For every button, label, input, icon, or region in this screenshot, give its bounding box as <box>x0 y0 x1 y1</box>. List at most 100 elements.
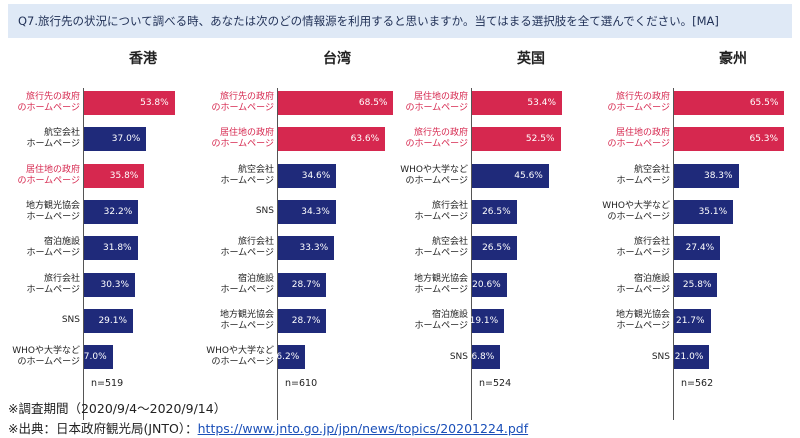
bar-row: 旅行会社 ホームページ 30.3% <box>8 272 204 298</box>
category-label-line: ホームページ <box>26 211 80 222</box>
category-label-line: SNS <box>449 351 468 362</box>
bar: 17.0% <box>78 345 113 370</box>
category-label-line: のホームページ <box>17 175 80 186</box>
value-label: 28.7% <box>291 279 321 290</box>
category-label-line: 旅行会社 <box>43 273 80 284</box>
bar: 25.8% <box>674 272 718 297</box>
bar: 28.7% <box>278 272 327 297</box>
panel-title: 台湾 <box>323 51 351 67</box>
bar-row: 宿泊施設 ホームページ 25.8% <box>598 272 794 298</box>
source-link[interactable]: https://www.jnto.go.jp/jpn/news/topics/2… <box>197 421 529 436</box>
y-axis-line <box>277 88 278 420</box>
source-prefix: ※出典：日本政府観光局(JNTO）： <box>8 421 198 436</box>
category-label-line: のホームページ <box>607 139 670 150</box>
bar-row: 居住地の政府 のホームページ 35.8% <box>8 163 204 189</box>
category-label-line: SNS <box>255 206 274 217</box>
bar: 63.6% <box>278 127 386 152</box>
bar-row: WHOや大学など のホームページ 16.2% <box>202 344 398 370</box>
bar-row: 地方観光協会 ホームページ 32.2% <box>8 199 204 225</box>
bar: 65.3% <box>674 127 785 152</box>
sample-size-label: n=519 <box>91 378 124 389</box>
sample-size-label: n=524 <box>479 378 512 389</box>
bar-row: 旅行先の政府 のホームページ 53.8% <box>8 90 204 116</box>
bar-row: WHOや大学など のホームページ 45.6% <box>396 163 592 189</box>
y-axis-line <box>471 88 472 420</box>
chart-panel-taiwan: 台湾 旅行先の政府 のホームページ 68.5% 居住地の政府 のホームページ 63.6% 航… <box>202 48 398 420</box>
category-label: 居住地の政府 のホームページ <box>598 126 670 152</box>
value-label: 65.3% <box>749 134 779 145</box>
category-label-line: 地方観光協会 <box>219 309 274 320</box>
value-label: 29.1% <box>98 315 128 326</box>
value-label: 53.8% <box>140 98 169 108</box>
category-label-line: 居住地の政府 <box>25 164 80 175</box>
value-label: 52.5% <box>525 134 555 145</box>
category-label: 旅行先の政府 のホームページ <box>202 90 274 116</box>
category-label-line: 地方観光協会 <box>413 273 468 284</box>
category-label: 航空会社 ホームページ <box>598 163 670 189</box>
bar: 21.7% <box>674 308 711 333</box>
category-label: 航空会社 ホームページ <box>202 163 274 189</box>
bar: 34.3% <box>278 199 336 224</box>
bar-row: 航空会社 ホームページ 34.6% <box>202 163 398 189</box>
category-label-line: ホームページ <box>26 284 80 295</box>
category-label-line: 旅行会社 <box>633 237 670 248</box>
category-label: 地方観光協会 ホームページ <box>598 308 670 334</box>
value-label: 34.6% <box>301 170 331 181</box>
bar-row: 航空会社 ホームページ 37.0% <box>8 126 204 152</box>
category-label-line: ホームページ <box>616 320 670 331</box>
bar: 68.5% <box>278 91 394 115</box>
bar-row: 居住地の政府 のホームページ 65.3% <box>598 126 794 152</box>
bar: 35.8% <box>84 163 145 188</box>
category-label: WHOや大学など のホームページ <box>598 199 670 225</box>
panel-title: 豪州 <box>719 51 747 67</box>
value-label: 35.8% <box>109 170 139 181</box>
bar-row: WHOや大学など のホームページ 35.1% <box>598 199 794 225</box>
bar-row: 宿泊施設 ホームページ 31.8% <box>8 235 204 261</box>
bar-row: SNS 21.0% <box>598 344 794 370</box>
chart-panel-uk: 英国 居住地の政府 のホームページ 53.4% 旅行先の政府 のホームページ 52.5% W… <box>396 48 592 420</box>
bar: 19.1% <box>470 308 505 333</box>
value-label: 21.0% <box>674 352 704 363</box>
category-label-line: SNS <box>651 351 670 362</box>
bar: 53.8% <box>84 91 175 115</box>
value-label: 32.2% <box>103 206 133 217</box>
bar-row: 旅行先の政府 のホームページ 68.5% <box>202 90 398 116</box>
value-label: 21.7% <box>675 315 705 326</box>
bar: 31.8% <box>84 236 138 261</box>
bar: 52.5% <box>472 127 561 152</box>
bar-row: SNS 16.8% <box>396 344 592 370</box>
value-label: 16.8% <box>465 352 495 363</box>
category-label-line: ホームページ <box>616 175 670 186</box>
value-label: 25.8% <box>682 279 712 290</box>
category-label-line: のホームページ <box>211 139 274 150</box>
category-label-line: ホームページ <box>220 320 274 331</box>
category-label: 地方観光協会 ホームページ <box>8 199 80 225</box>
bar: 32.2% <box>84 199 139 224</box>
category-label-line: のホームページ <box>607 211 670 222</box>
category-label-line: 旅行先の政府 <box>615 92 670 102</box>
category-label: 旅行先の政府 のホームページ <box>598 90 670 116</box>
category-label: 旅行会社 ホームページ <box>202 235 274 261</box>
category-label: 航空会社 ホームページ <box>396 235 468 261</box>
category-label-line: ホームページ <box>414 320 468 331</box>
category-label-line: 旅行会社 <box>431 200 468 211</box>
sample-size-label: n=610 <box>285 378 318 389</box>
bar-row: 旅行会社 ホームページ 26.5% <box>396 199 592 225</box>
category-label-line: 航空会社 <box>633 164 670 175</box>
category-label-line: のホームページ <box>211 103 274 113</box>
bar: 26.5% <box>472 236 517 261</box>
category-label: 旅行会社 ホームページ <box>8 272 80 298</box>
category-label-line: のホームページ <box>211 357 274 368</box>
category-label: SNS <box>396 344 468 370</box>
category-label: 旅行会社 ホームページ <box>396 199 468 225</box>
y-axis-line <box>673 88 674 420</box>
category-label-line: のホームページ <box>607 103 670 113</box>
panel-title: 香港 <box>129 51 157 67</box>
category-label: 居住地の政府 のホームページ <box>202 126 274 152</box>
bar: 35.1% <box>674 199 734 224</box>
category-label-line: 旅行先の政府 <box>219 92 274 102</box>
bar-row: 地方観光協会 ホームページ 20.6% <box>396 272 592 298</box>
value-label: 53.4% <box>527 98 557 108</box>
category-label-line: のホームページ <box>405 175 468 186</box>
bar-row: SNS 34.3% <box>202 199 398 225</box>
